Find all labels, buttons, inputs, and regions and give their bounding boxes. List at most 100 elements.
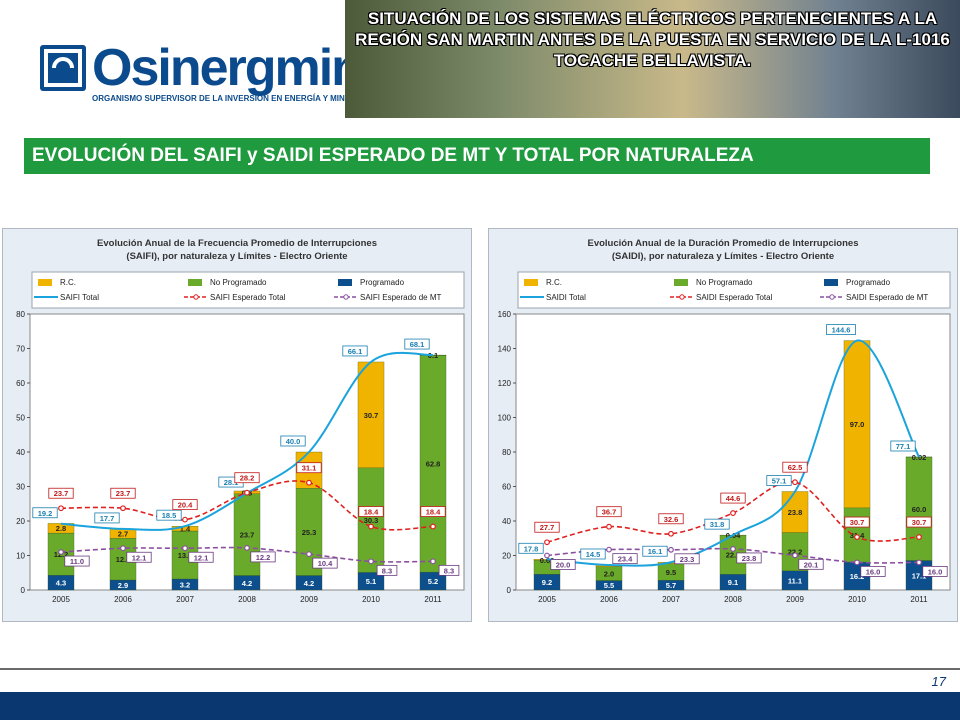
x-tick-label: 2010	[362, 595, 380, 604]
x-tick-label: 2011	[910, 595, 928, 604]
esp-total-point	[182, 516, 188, 523]
bar-noprog	[357, 467, 385, 573]
bar-label-prog: 9.1	[728, 578, 738, 587]
total-label: 19.2	[38, 509, 53, 518]
legend-label: SAIFI Esperado Total	[210, 293, 286, 302]
total-label-box	[280, 435, 306, 447]
esp-total-label: 62.5	[788, 463, 803, 472]
legend-label: R.C.	[60, 278, 76, 287]
total-label: 31.8	[710, 520, 725, 529]
esp-mt-label: 11.0	[70, 557, 84, 566]
esp-total-point	[792, 479, 798, 486]
esp-total-label-box	[658, 513, 684, 525]
esp-total-label: 27.7	[540, 523, 555, 532]
bar-label-prog: 4.2	[242, 579, 252, 588]
bar-label-noprog: 60.0	[912, 505, 927, 514]
total-label-box	[32, 507, 58, 519]
bar-label-noprog: 9.5	[666, 568, 676, 577]
bar-label-prog: 4.2	[304, 579, 314, 588]
esp-total-label: 28.2	[240, 474, 255, 483]
esp-total-label-box	[596, 506, 622, 518]
footer-divider	[0, 668, 960, 670]
chart-title: Evolución Anual de la Duración Promedio …	[588, 238, 859, 249]
esp-total-label: 18.4	[426, 508, 441, 517]
legend-label: Programado	[846, 278, 891, 287]
esp-mt-label-box	[376, 564, 398, 576]
esp-total-point	[306, 479, 312, 486]
osinergmin-logo-icon	[40, 45, 86, 91]
footer-bar	[0, 692, 960, 720]
esp-mt-label-box	[312, 557, 338, 569]
chart-title: (SAIDI), por naturaleza y Límites - Elec…	[612, 251, 834, 262]
legend-label: SAIDI Total	[546, 293, 586, 302]
x-tick-label: 2007	[176, 595, 194, 604]
esp-mt-point	[606, 546, 612, 553]
esp-mt-label: 20.0	[556, 561, 571, 570]
total-label-box	[156, 509, 182, 521]
total-label: 66.1	[348, 347, 363, 356]
esp-total-label: 30.7	[850, 518, 865, 527]
esp-mt-label-box	[550, 559, 576, 570]
x-tick-label: 2006	[600, 595, 618, 604]
esp-mt-point	[58, 549, 64, 555]
esp-total-label: 23.7	[54, 489, 69, 498]
esp-total-label-box	[420, 506, 446, 517]
esp-total-label-box	[844, 516, 870, 528]
bar-rc	[781, 491, 809, 533]
legend-label: SAIDI Esperado Total	[696, 293, 773, 302]
legend-box	[31, 271, 465, 309]
bar-label-noprog: 22.7	[726, 551, 741, 560]
y-tick-label: 80	[16, 310, 25, 319]
esp-mt-label-box	[126, 551, 152, 563]
y-tick-label: 70	[16, 345, 25, 354]
esp-total-label: 20.4	[178, 501, 193, 510]
legend-marker	[193, 294, 199, 300]
total-label-box	[404, 338, 430, 350]
bar-rc	[357, 361, 385, 469]
y-tick-label: 50	[16, 414, 25, 423]
esp-mt-label: 16.0	[928, 567, 943, 576]
chart-title: Evolución Anual de la Frecuencia Promedi…	[97, 238, 377, 249]
bar-label-prog: 3.2	[180, 580, 190, 589]
esp-total-label-box	[782, 461, 808, 473]
y-tick-label: 160	[498, 310, 512, 319]
esp-total-point	[730, 510, 736, 516]
esp-total-point	[668, 530, 674, 537]
esp-total-point	[854, 534, 860, 540]
legend-swatch	[188, 279, 202, 286]
esp-mt-label-box	[64, 555, 90, 567]
esp-mt-label: 23.8	[742, 554, 757, 563]
total-line	[546, 339, 920, 567]
y-tick-label: 100	[498, 414, 512, 423]
bar-label-prog: 5.7	[666, 581, 676, 590]
esp-mt-label-box	[798, 558, 824, 570]
esp-mt-point	[544, 552, 550, 559]
esp-total-label: 18.4	[364, 508, 379, 517]
esp-total-point	[120, 505, 126, 512]
x-tick-label: 2005	[52, 595, 70, 604]
esp-total-label-box	[48, 487, 74, 499]
bar-label-rc: 30.7	[364, 411, 379, 420]
esp-mt-label: 12.2	[256, 553, 271, 562]
total-label: 14.5	[586, 550, 601, 559]
section-title: EVOLUCIÓN DEL SAIFI y SAIDI ESPERADO DE …	[24, 138, 930, 174]
logo-subtitle: ORGANISMO SUPERVISOR DE LA INVERSIÓN EN …	[92, 94, 364, 103]
esp-total-label: 32.6	[664, 515, 679, 524]
esp-total-label-box	[110, 487, 136, 499]
esp-mt-point	[916, 559, 922, 566]
legend-label: R.C.	[546, 278, 562, 287]
bar-label-prog: 2.9	[118, 581, 128, 590]
y-tick-label: 40	[16, 448, 25, 457]
esp-total-label: 30.7	[912, 518, 927, 527]
esp-total-point	[606, 523, 612, 530]
bar-label-prog: 4.3	[56, 579, 66, 588]
legend-marker	[829, 294, 835, 300]
total-label: 16.1	[648, 547, 663, 556]
total-label: 40.0	[286, 437, 301, 446]
esp-total-label: 31.1	[302, 464, 317, 473]
bar-label-noprog: 23.7	[240, 531, 255, 540]
legend-swatch	[824, 279, 838, 286]
total-label-box	[342, 345, 368, 357]
page-number: 17	[931, 674, 946, 689]
bar-label-prog: 5.2	[428, 577, 438, 586]
